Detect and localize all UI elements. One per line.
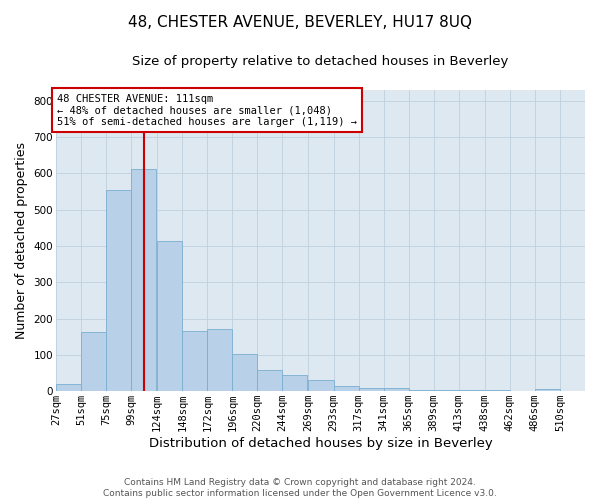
Bar: [434, 390, 459, 391]
Bar: [157, 242, 182, 391]
Bar: [459, 390, 484, 391]
Bar: [232, 354, 257, 391]
Bar: [359, 388, 383, 391]
Bar: [56, 384, 81, 391]
Bar: [207, 330, 232, 391]
Bar: [182, 332, 207, 391]
Bar: [409, 390, 434, 391]
Bar: [283, 375, 307, 391]
Bar: [383, 388, 409, 391]
Bar: [535, 388, 560, 391]
Bar: [106, 190, 131, 391]
Text: 48, CHESTER AVENUE, BEVERLEY, HU17 8UQ: 48, CHESTER AVENUE, BEVERLEY, HU17 8UQ: [128, 15, 472, 30]
Y-axis label: Number of detached properties: Number of detached properties: [15, 142, 28, 339]
Bar: [257, 370, 283, 391]
Bar: [131, 168, 156, 391]
Text: 48 CHESTER AVENUE: 111sqm
← 48% of detached houses are smaller (1,048)
51% of se: 48 CHESTER AVENUE: 111sqm ← 48% of detac…: [57, 94, 357, 127]
Bar: [485, 390, 510, 391]
X-axis label: Distribution of detached houses by size in Beverley: Distribution of detached houses by size …: [149, 437, 493, 450]
Bar: [334, 386, 359, 391]
Bar: [308, 380, 334, 391]
Bar: [81, 332, 106, 391]
Title: Size of property relative to detached houses in Beverley: Size of property relative to detached ho…: [132, 55, 509, 68]
Text: Contains HM Land Registry data © Crown copyright and database right 2024.
Contai: Contains HM Land Registry data © Crown c…: [103, 478, 497, 498]
